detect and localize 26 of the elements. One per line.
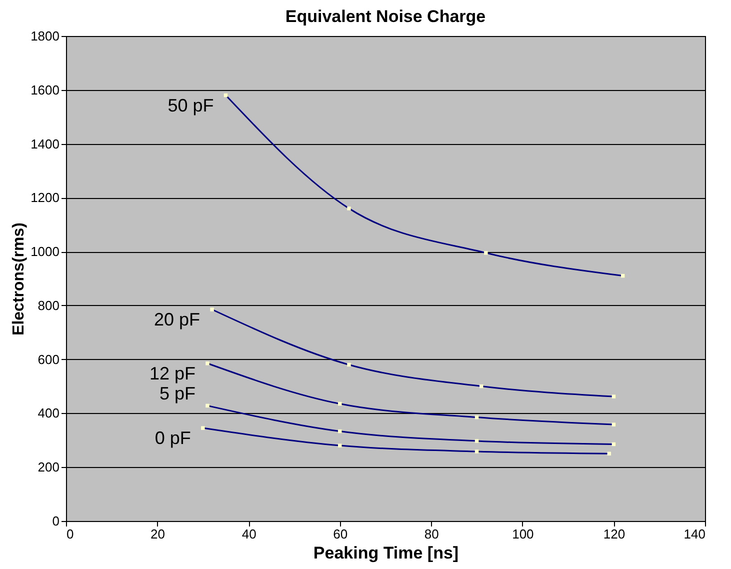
x-tick-label: 100 — [512, 526, 534, 542]
y-tick-label: 800 — [38, 298, 60, 313]
y-tick-label: 1400 — [30, 136, 60, 152]
y-tick-label: 200 — [38, 460, 60, 475]
y-tick-label: 600 — [38, 352, 60, 367]
y-tick-label: 1800 — [30, 28, 60, 44]
series-label: 5 pF — [159, 384, 196, 404]
y-tick-label: 0 — [52, 514, 60, 528]
y-tick-label: 1000 — [30, 244, 60, 260]
y-tick-label: 1600 — [30, 82, 60, 98]
chart-title: Equivalent Noise Charge — [285, 7, 486, 26]
x-tick-label: 40 — [242, 526, 256, 542]
x-tick-label: 80 — [424, 526, 439, 542]
y-tick-label: 400 — [38, 406, 60, 421]
y-axis-title: Electrons(rms) — [10, 222, 28, 336]
series-label: 50 pF — [168, 95, 214, 116]
x-tick-label: 60 — [333, 526, 348, 542]
y-tick-label: 1200 — [30, 190, 60, 206]
x-tick-label: 0 — [66, 526, 74, 542]
x-tick-label: 120 — [603, 526, 626, 542]
series-label: 12 pF — [149, 363, 196, 384]
series-label: 20 pF — [154, 309, 200, 330]
x-axis-title: Peaking Time [ns] — [313, 544, 459, 562]
x-tick-label: 20 — [150, 526, 166, 542]
series-label: 0 pF — [154, 428, 191, 448]
x-tick-label: 140 — [684, 526, 706, 542]
